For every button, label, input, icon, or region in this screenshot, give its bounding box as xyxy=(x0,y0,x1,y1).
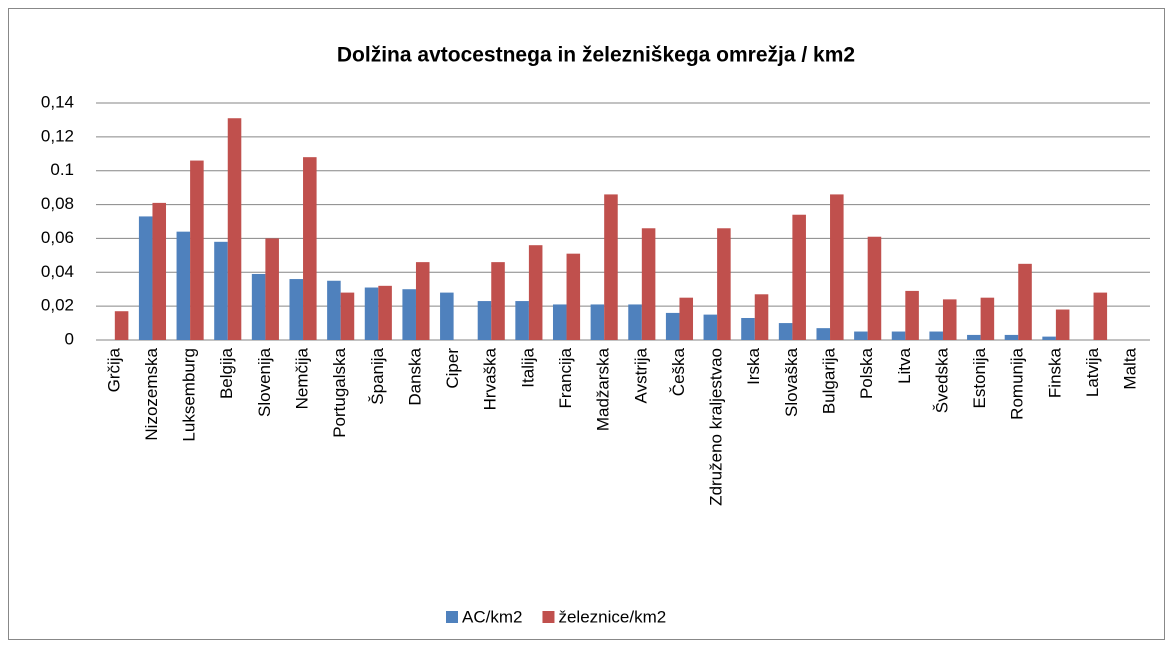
x-tick-label: Polska xyxy=(857,347,876,399)
bar xyxy=(265,238,279,340)
legend-label: železnice/km2 xyxy=(558,607,666,626)
x-tick-label: Romunija xyxy=(1008,347,1027,419)
y-tick-label: 0,02 xyxy=(41,296,74,315)
bar xyxy=(289,279,304,340)
x-tick-label: Malta xyxy=(1121,347,1140,389)
bar xyxy=(679,297,694,340)
x-tick-label: Litva xyxy=(895,347,914,383)
bar xyxy=(402,289,416,340)
bar xyxy=(1055,309,1070,340)
legend-label: AC/km2 xyxy=(462,607,522,626)
bar xyxy=(967,334,981,340)
bar xyxy=(1042,336,1056,340)
x-tick-label: Slovaška xyxy=(782,347,801,417)
x-tick-label: Irska xyxy=(744,347,763,384)
x-tick-label: Portugalska xyxy=(330,347,349,437)
bar xyxy=(942,299,957,340)
x-tick-label: Finska xyxy=(1045,347,1064,398)
y-tick-label: 0.1 xyxy=(50,160,74,179)
x-tick-label: Latvija xyxy=(1083,347,1102,397)
x-tick-label: Estonija xyxy=(970,347,989,408)
bar xyxy=(665,312,680,340)
bar xyxy=(528,245,543,340)
bar xyxy=(778,323,793,340)
bar xyxy=(303,157,317,340)
bar xyxy=(1018,263,1032,340)
bar xyxy=(905,290,919,340)
bar xyxy=(929,331,943,340)
bar xyxy=(1093,292,1108,340)
bar xyxy=(227,118,242,340)
bar xyxy=(552,304,567,340)
bar xyxy=(251,273,266,340)
x-tick-label: Luksemburg xyxy=(180,348,199,442)
y-tick-label: 0,14 xyxy=(41,92,74,111)
bar xyxy=(891,331,906,340)
bar xyxy=(1004,334,1019,340)
x-tick-label: Španija xyxy=(368,347,387,404)
bar xyxy=(816,328,831,340)
y-tick-label: 0,04 xyxy=(41,262,74,281)
bar xyxy=(340,292,355,340)
bar xyxy=(415,262,430,340)
x-tick-label: Grčija xyxy=(104,347,123,392)
x-tick-label: Belgija xyxy=(217,347,236,399)
y-tick-label: 0 xyxy=(65,329,74,348)
bar xyxy=(152,202,167,340)
bar xyxy=(327,280,341,340)
bar xyxy=(590,304,605,340)
bar xyxy=(491,262,505,340)
legend-swatch xyxy=(446,611,458,623)
bar xyxy=(515,301,529,340)
bar xyxy=(980,297,995,340)
x-tick-label: Švedska xyxy=(932,347,951,413)
bar xyxy=(477,301,492,340)
x-tick-label: Francija xyxy=(556,347,575,408)
x-tick-label: Bulgarija xyxy=(820,347,839,414)
bar xyxy=(566,253,581,340)
bar xyxy=(641,228,656,340)
bar xyxy=(176,231,191,340)
bar xyxy=(364,287,379,340)
legend-swatch xyxy=(542,611,555,623)
bar xyxy=(114,311,129,340)
bar xyxy=(741,317,755,340)
y-tick-label: 0,06 xyxy=(41,228,74,247)
chart-title: Dolžina avtocestnega in železniškega omr… xyxy=(337,44,855,67)
x-tick-label: Združeno kraljestvao xyxy=(707,348,726,506)
bar xyxy=(754,294,769,340)
x-tick-label: Češka xyxy=(669,347,688,396)
bar xyxy=(440,292,454,340)
x-tick-label: Madžarska xyxy=(594,347,613,431)
bar xyxy=(378,285,392,340)
x-tick-label: Italija xyxy=(518,347,537,387)
bar xyxy=(628,304,642,340)
x-tick-label: Ciper xyxy=(443,348,462,389)
bar xyxy=(830,194,844,340)
y-tick-label: 0,12 xyxy=(41,126,74,145)
x-tick-label: Nemčija xyxy=(293,347,312,409)
bar xyxy=(854,331,868,340)
bar xyxy=(190,160,204,340)
x-tick-label: Danska xyxy=(405,347,424,405)
x-tick-label: Hrvaška xyxy=(481,347,500,410)
bar xyxy=(867,236,882,340)
x-tick-label: Slovenija xyxy=(255,347,274,417)
bar xyxy=(717,228,731,340)
y-tick-label: 0,08 xyxy=(41,194,74,213)
bar xyxy=(792,214,806,340)
bar xyxy=(138,216,153,340)
x-tick-label: Avstrija xyxy=(631,347,650,403)
x-tick-label: Nizozemska xyxy=(142,347,161,440)
bar xyxy=(703,314,718,340)
bar xyxy=(604,194,618,340)
bar xyxy=(214,241,228,340)
